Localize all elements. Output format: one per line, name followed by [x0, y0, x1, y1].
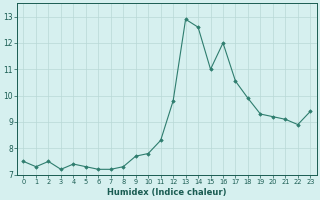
X-axis label: Humidex (Indice chaleur): Humidex (Indice chaleur): [107, 188, 227, 197]
